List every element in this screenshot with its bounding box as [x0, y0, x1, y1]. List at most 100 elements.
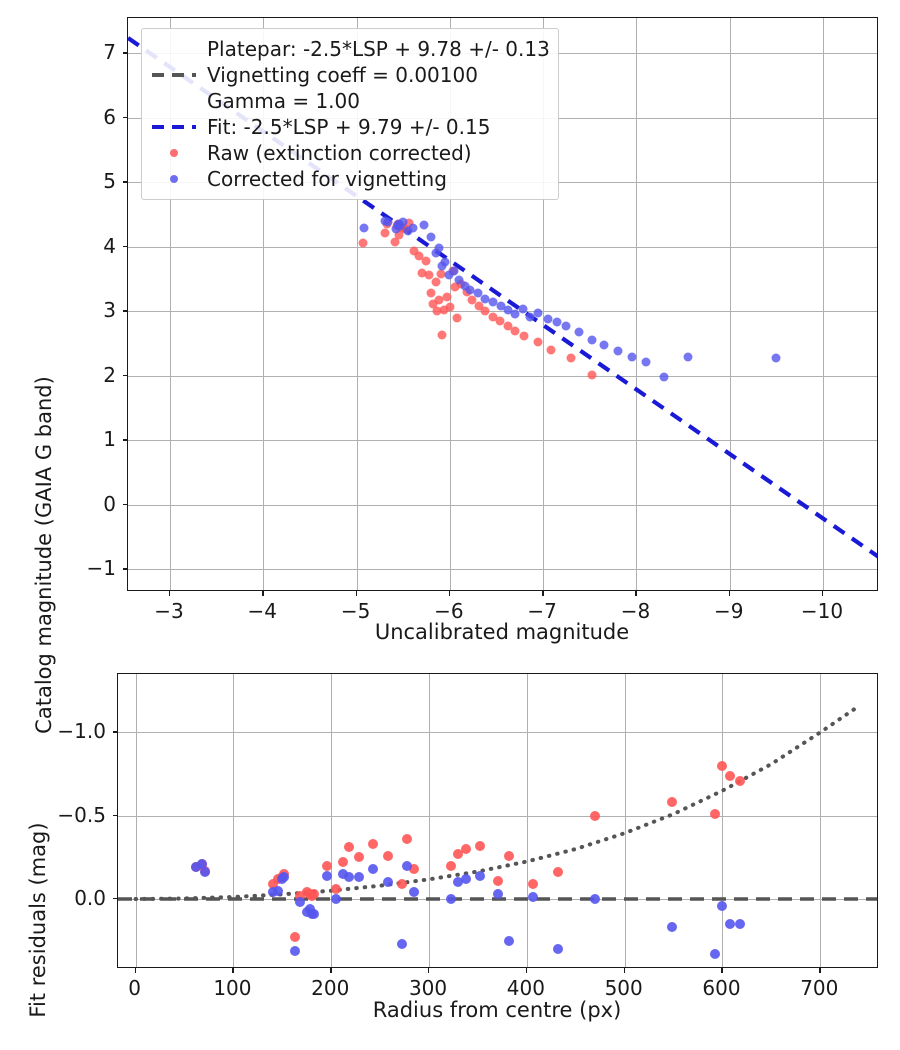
scatter-point	[492, 889, 503, 899]
x-tick-label: 100	[213, 976, 252, 1000]
x-tick-mark	[330, 968, 332, 973]
gridline-vertical	[331, 674, 333, 967]
y-tick-mark	[122, 181, 127, 183]
y-tick-label: 3	[103, 298, 116, 323]
scatter-point	[431, 277, 441, 287]
fit-residuals-xlabel: Radius from centre (px)	[372, 998, 622, 1022]
scatter-point	[495, 316, 505, 326]
photometry-fit-xlabel: Uncalibrated magnitude	[374, 620, 630, 644]
fit-residuals-ylabel: Fit residuals (mag)	[26, 822, 50, 1018]
scatter-point	[401, 860, 412, 871]
scatter-point	[553, 944, 564, 954]
scatter-point	[394, 230, 404, 240]
scatter-point	[461, 844, 472, 854]
gridline-vertical	[135, 674, 137, 967]
x-tick-mark	[355, 591, 357, 596]
gridline-vertical	[729, 18, 731, 590]
scatter-point	[409, 864, 420, 874]
x-tick-label: 600	[702, 976, 741, 1000]
x-tick-label: −9	[713, 599, 744, 623]
scatter-point	[587, 370, 597, 380]
scatter-point	[449, 266, 459, 276]
scatter-point	[382, 877, 393, 888]
legend-label: Corrected for vignetting	[207, 167, 447, 191]
y-tick-mark	[122, 439, 127, 441]
y-tick-label: 5	[103, 169, 116, 194]
scatter-point	[461, 874, 472, 884]
x-tick-mark	[728, 591, 731, 596]
scatter-point	[725, 770, 736, 781]
scatter-point	[417, 268, 427, 278]
scatter-point	[368, 839, 379, 849]
line-artists-layer	[118, 703, 877, 901]
scatter-point	[510, 326, 520, 336]
scatter-point	[294, 897, 305, 908]
x-tick-label: −7	[527, 599, 557, 623]
gridline-vertical	[823, 18, 825, 590]
scatter-point	[627, 352, 637, 362]
y-tick-label: −1.0	[57, 719, 106, 744]
scatter-point	[396, 939, 407, 949]
scatter-point	[666, 797, 677, 808]
scatter-point	[496, 301, 506, 311]
scatter-point	[401, 834, 412, 844]
scatter-point	[561, 321, 571, 331]
scatter-point	[467, 295, 477, 305]
legend-entry: Gamma = 1.00	[150, 88, 548, 114]
scatter-point	[771, 353, 781, 363]
gridline-horizontal	[128, 504, 877, 506]
scatter-point	[409, 887, 420, 898]
fit-residuals-axes	[117, 673, 878, 968]
y-tick-mark	[112, 898, 117, 900]
scatter-point	[279, 872, 290, 883]
scatter-point	[331, 894, 342, 904]
scatter-point	[322, 860, 333, 871]
scatter-point	[337, 857, 348, 868]
scatter-point	[709, 809, 720, 819]
scatter-point	[191, 862, 202, 873]
legend-entry: Raw (extinction corrected)	[150, 140, 548, 166]
scatter-point	[398, 217, 408, 227]
legend-entry: Platepar: -2.5*LSP + 9.78 +/- 0.13	[150, 36, 550, 62]
scatter-point	[504, 935, 515, 946]
x-tick-label: −10	[800, 599, 844, 623]
gridline-vertical	[233, 674, 235, 967]
x-tick-mark	[232, 968, 234, 973]
y-tick-label: 7	[103, 40, 116, 65]
legend-dashed-line-icon	[152, 125, 196, 129]
scatter-point	[533, 308, 543, 318]
scatter-point	[445, 302, 455, 312]
x-tick-mark	[819, 968, 821, 973]
scatter-point	[488, 297, 498, 307]
scatter-point	[434, 243, 444, 253]
photometry-fit-legend: Platepar: -2.5*LSP + 9.78 +/- 0.13 Vignet…	[141, 28, 559, 200]
y-tick-mark	[122, 52, 127, 54]
scatter-point	[331, 884, 342, 894]
x-tick-label: 200	[311, 976, 350, 1000]
scatter-point	[431, 248, 441, 258]
scatter-point	[735, 775, 746, 786]
x-tick-mark	[721, 968, 723, 973]
scatter-point	[432, 306, 442, 316]
scatter-point	[419, 220, 429, 230]
x-tick-label: −4	[247, 599, 278, 623]
x-tick-label: −5	[340, 599, 371, 623]
gridline-vertical	[526, 674, 528, 967]
scatter-point	[437, 330, 447, 340]
legend-entry: Fit: -2.5*LSP + 9.79 +/- 0.15	[150, 114, 548, 140]
scatter-point	[533, 337, 543, 347]
scatter-point	[322, 870, 333, 881]
y-tick-mark	[122, 245, 127, 248]
scatter-point	[453, 877, 464, 888]
scatter-point	[543, 314, 553, 324]
legend-marker-handle	[150, 140, 198, 166]
scatter-point	[474, 870, 485, 881]
legend-entry: Vignetting coeff = 0.00100	[150, 62, 548, 88]
x-tick-mark	[134, 968, 136, 973]
scatter-point	[590, 894, 601, 904]
scatter-point	[368, 864, 379, 874]
scatter-point	[566, 353, 576, 363]
scatter-point	[503, 305, 513, 315]
scatter-point	[396, 879, 407, 889]
